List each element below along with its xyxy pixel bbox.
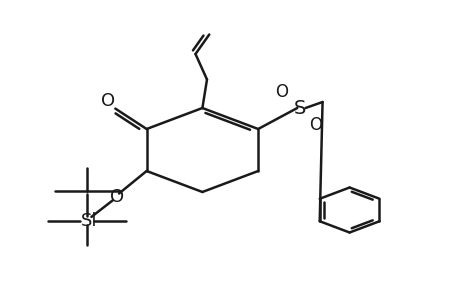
Text: O: O	[101, 92, 115, 110]
Text: Si: Si	[81, 212, 97, 230]
Text: O: O	[274, 82, 287, 100]
Text: O: O	[308, 116, 321, 134]
Text: O: O	[109, 188, 123, 206]
Text: S: S	[293, 98, 305, 118]
